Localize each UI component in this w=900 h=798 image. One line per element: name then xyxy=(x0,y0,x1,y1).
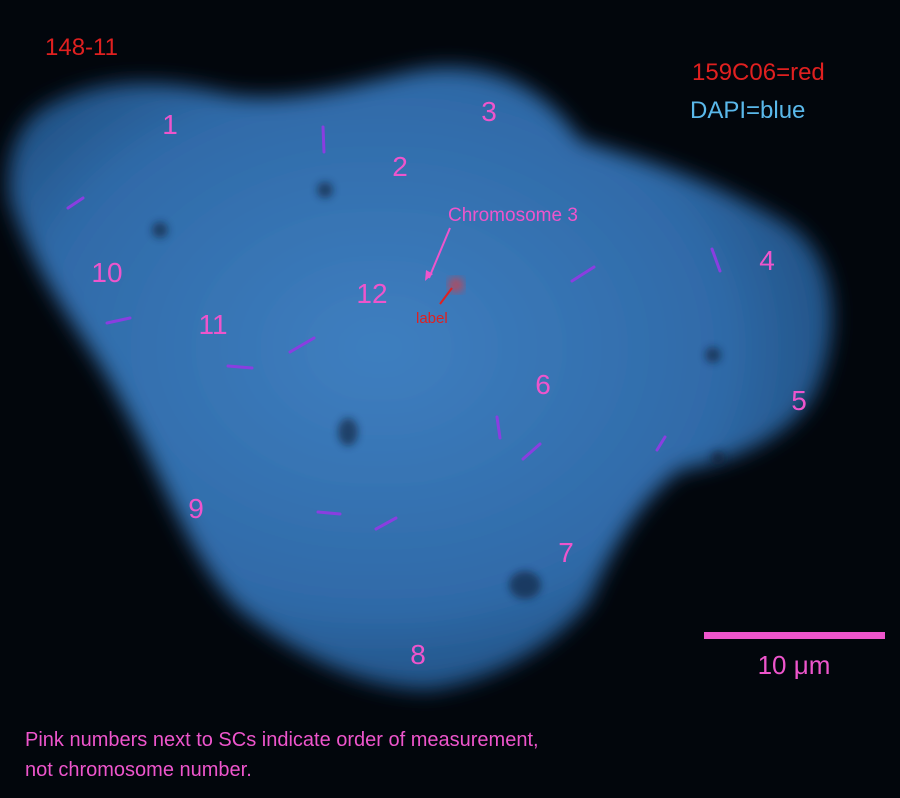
sc-number: 3 xyxy=(481,96,497,127)
scale-label: 10 μm xyxy=(758,650,831,680)
annotation: Chromosome 3 xyxy=(448,205,578,226)
sc-number: 10 xyxy=(91,257,122,288)
sc-number: 6 xyxy=(535,369,551,400)
sc-number: 5 xyxy=(791,385,807,416)
sc-number: 2 xyxy=(392,151,408,182)
caption-line: not chromosome number. xyxy=(25,759,252,781)
sc-number: 8 xyxy=(410,639,426,670)
legend-red: 159C06=red xyxy=(692,59,825,86)
sample-id: 148-11 xyxy=(45,34,118,61)
label-arrow xyxy=(439,287,453,305)
sc-number: 9 xyxy=(188,493,204,524)
legend-blue: DAPI=blue xyxy=(690,97,805,124)
scale-bar xyxy=(704,632,885,639)
nucleus xyxy=(8,67,832,691)
probe-label: label xyxy=(416,310,448,327)
annotation-arrow xyxy=(428,227,451,279)
sc-number: 12 xyxy=(356,278,387,309)
annotation-arrowhead xyxy=(425,270,433,281)
sc-number: 4 xyxy=(759,245,775,276)
sc-number: 7 xyxy=(558,537,574,568)
dark-spots xyxy=(152,182,725,599)
sc-markers xyxy=(66,125,722,531)
sc-number: 11 xyxy=(198,309,227,340)
caption-line: Pink numbers next to SCs indicate order … xyxy=(25,729,539,751)
sc-number: 1 xyxy=(162,109,178,140)
